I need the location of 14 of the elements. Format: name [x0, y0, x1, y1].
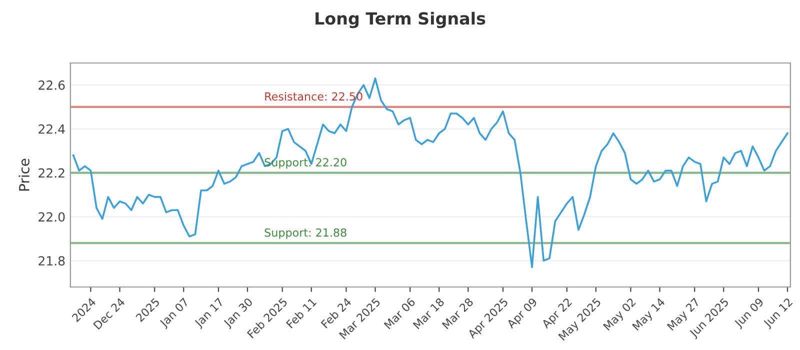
y-tick-label: 22.6 [38, 80, 65, 90]
x-tick-label: Jan 07 [158, 298, 190, 330]
y-axis-title: Price [18, 158, 30, 191]
chart-title: Long Term Signals [316, 12, 486, 28]
x-tick-label: Jan 17 [194, 298, 226, 330]
x-tick-label: Jan 30 [222, 297, 255, 330]
y-tick-label: 22.4 [38, 124, 65, 134]
x-tick-label: Apr 09 [506, 297, 540, 330]
line-series [72, 77, 788, 268]
ref-line-label: Support: 21.88 [264, 228, 346, 239]
y-tick-label: 21.8 [38, 256, 65, 266]
x-tick-label: Feb 11 [286, 297, 317, 328]
y-tick-label: 22.2 [38, 168, 64, 178]
y-tick-label: 22.0 [38, 212, 65, 222]
